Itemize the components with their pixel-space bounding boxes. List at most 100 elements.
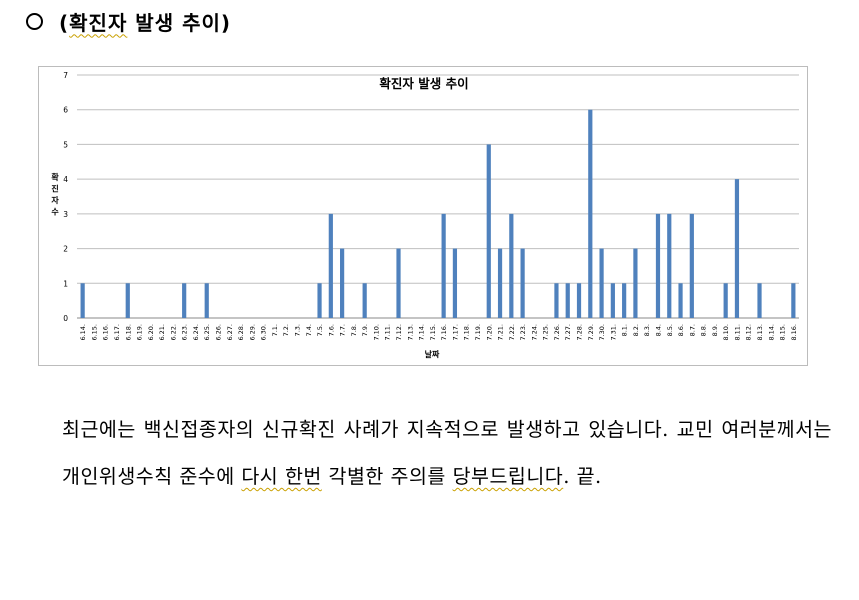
bar: [723, 283, 728, 318]
bar: [667, 213, 672, 318]
x-tick-label: 8.3.: [643, 324, 651, 336]
y-tick-label: 6: [63, 106, 68, 115]
bar: [791, 283, 796, 318]
bar: [182, 283, 187, 318]
x-tick-label: 7.10.: [372, 324, 380, 341]
x-tick-label: 7.4.: [305, 324, 313, 336]
heading-prefix: (: [59, 10, 70, 35]
x-tick-label: 7.31.: [609, 324, 617, 341]
x-tick-label: 7.14.: [418, 324, 426, 341]
bar: [396, 248, 401, 318]
circle-bullet-icon: [26, 12, 43, 30]
x-tick-label: 6.17.: [113, 324, 121, 341]
x-tick-label: 8.16.: [790, 324, 798, 341]
x-tick-label: 7.24.: [530, 324, 538, 341]
x-tick-label: 6.26.: [215, 324, 223, 341]
chart-x-axis-label: 날짜: [425, 349, 440, 359]
y-tick-label: 5: [63, 140, 68, 149]
heading-underlined-word: 확진자: [69, 10, 128, 35]
bar: [497, 248, 503, 318]
x-tick-label: 6.19.: [136, 324, 144, 341]
x-tick-label: 7.6.: [327, 324, 335, 336]
bar: [509, 213, 514, 318]
x-tick-label: 8.2.: [632, 324, 640, 336]
section-heading-text: (확진자 발생 추이): [59, 7, 231, 36]
paragraph-text-1: 최근에는 백신접종자의 신규확진 사례가 지속적으로 발생하고 있습니다. 교민…: [62, 418, 832, 488]
chart-gridlines: [77, 74, 799, 319]
bar: [588, 109, 593, 318]
paragraph-text-3: . 끝.: [563, 465, 602, 488]
x-tick-label: 7.27.: [564, 324, 572, 341]
x-tick-label: 6.14.: [79, 324, 87, 341]
x-tick-label: 6.24.: [192, 324, 200, 341]
x-tick-label: 7.19.: [474, 324, 482, 341]
x-tick-label: 7.9.: [361, 324, 369, 336]
x-tick-label: 7.26.: [553, 324, 561, 341]
bar: [362, 283, 367, 318]
notice-paragraph: 최근에는 백신접종자의 신규확진 사례가 지속적으로 발생하고 있습니다. 교민…: [62, 406, 832, 500]
x-tick-label: 7.22.: [508, 324, 516, 341]
x-tick-label: 6.16.: [102, 324, 110, 341]
x-tick-label: 7.1.: [271, 324, 279, 336]
x-tick-label: 7.5.: [316, 324, 324, 336]
bar: [678, 283, 683, 318]
x-tick-label: 7.20.: [485, 324, 493, 341]
x-tick-label: 6.21.: [158, 324, 166, 341]
bar: [633, 248, 638, 318]
x-tick-label: 8.10.: [722, 324, 730, 341]
x-tick-label: 7.15.: [429, 324, 437, 341]
x-tick-label: 6.22.: [169, 324, 177, 341]
bar: [655, 213, 661, 318]
bar: [565, 283, 570, 318]
x-tick-label: 8.11.: [733, 324, 741, 341]
bar: [622, 283, 627, 318]
bar: [576, 283, 582, 318]
y-tick-label: 0: [63, 314, 68, 323]
bar: [204, 283, 209, 318]
bar: [317, 283, 322, 318]
x-tick-label: 8.4.: [654, 324, 662, 336]
x-tick-label: 7.30.: [598, 324, 606, 341]
x-tick-label: 8.9.: [711, 324, 719, 336]
x-tick-label: 7.8.: [350, 324, 358, 336]
x-tick-label: 8.14.: [767, 324, 775, 341]
x-tick-label: 6.18.: [124, 324, 132, 341]
x-tick-label: 8.6.: [677, 324, 685, 336]
x-tick-label: 8.8.: [700, 324, 708, 336]
x-tick-label: 7.18.: [463, 324, 471, 341]
paragraph-underlined-1: 다시 한번: [241, 465, 322, 488]
y-tick-label: 7: [63, 71, 68, 80]
heading-rest: 발생 추이): [127, 10, 232, 35]
bar: [734, 179, 740, 318]
y-tick-label: 2: [63, 245, 68, 254]
chart-y-axis: 0 1 2 3 4 5 6 7: [63, 71, 68, 323]
x-tick-label: 8.1.: [621, 324, 629, 336]
x-tick-label: 6.28.: [237, 324, 245, 341]
bar: [328, 213, 333, 318]
x-tick-label: 8.13.: [756, 324, 764, 341]
x-tick-label: 6.29.: [248, 324, 256, 341]
bar: [554, 283, 559, 318]
bar: [599, 248, 604, 318]
x-tick-label: 7.16.: [440, 324, 448, 341]
x-tick-label: 7.17.: [451, 324, 459, 341]
bar: [80, 283, 85, 318]
paragraph-underlined-2: 당부드립니다: [452, 465, 564, 488]
chart-bars: [80, 109, 796, 318]
bar: [689, 213, 694, 318]
x-tick-label: 7.13.: [406, 324, 414, 341]
chart-title: 확진자 발생 추이: [379, 76, 468, 91]
x-tick-label: 8.5.: [666, 324, 674, 336]
bar: [452, 248, 458, 318]
x-tick-label: 7.23.: [519, 324, 527, 341]
x-tick-label: 6.23.: [181, 324, 189, 341]
chart-x-axis-ticks: 6.14. 6.15. 6.16. 6.17. 6.18. 6.19. 6.20. 6.21.…: [79, 324, 798, 341]
x-tick-label: 6.15.: [90, 324, 98, 341]
y-tick-label: 3: [63, 210, 68, 219]
x-tick-label: 7.11.: [384, 324, 392, 341]
bar: [340, 248, 345, 318]
x-tick-label: 7.7.: [339, 324, 347, 336]
